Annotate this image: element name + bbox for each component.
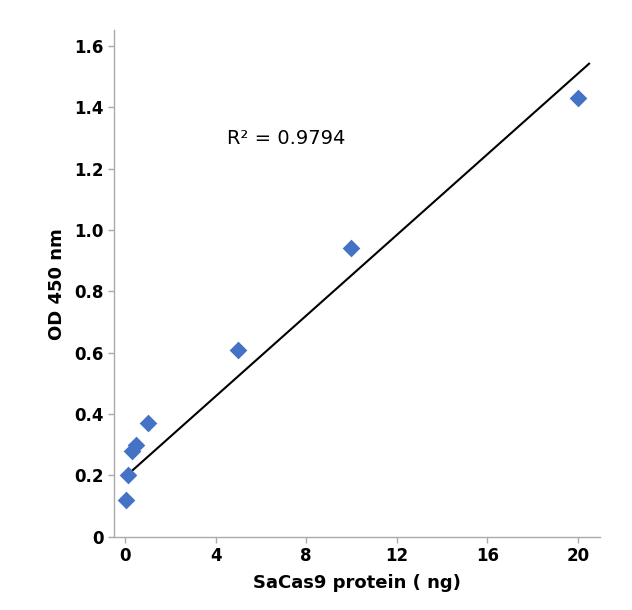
Point [123, 470, 133, 480]
Point [346, 243, 356, 253]
Point [573, 93, 583, 103]
Y-axis label: OD 450 nm: OD 450 nm [47, 228, 66, 340]
Point [233, 345, 243, 354]
Point [121, 495, 131, 505]
Point [143, 418, 153, 428]
Text: R² = 0.9794: R² = 0.9794 [227, 129, 345, 148]
Point [131, 440, 142, 450]
X-axis label: SaCas9 protein ( ng): SaCas9 protein ( ng) [253, 573, 461, 592]
Point [127, 446, 137, 456]
